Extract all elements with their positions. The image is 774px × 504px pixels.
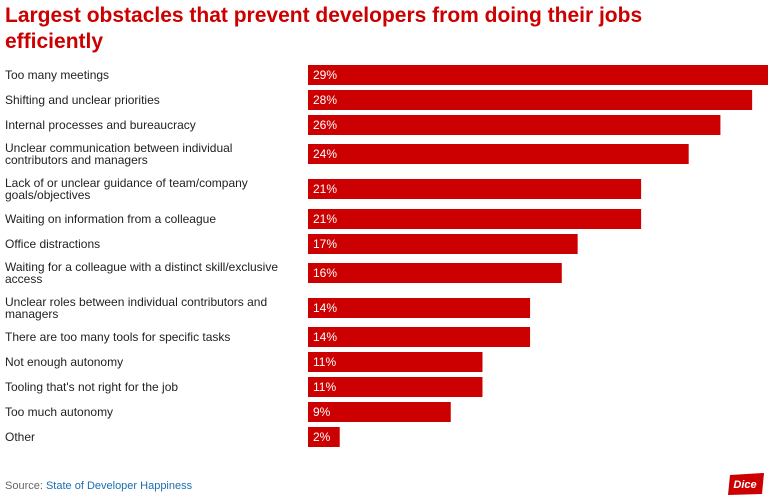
category-label: Shifting and unclear priorities: [5, 93, 160, 107]
value-label: 9%: [313, 405, 331, 419]
source-link[interactable]: State of Developer Happiness: [45, 480, 193, 492]
value-label: 2%: [313, 430, 331, 444]
category-label: Waiting on information from a colleague: [5, 212, 216, 226]
bar: [308, 402, 451, 422]
logo-text: Dice: [733, 479, 756, 491]
chart-title: Largest obstacles that prevent developer…: [5, 4, 643, 53]
category-label: Too much autonomy: [5, 405, 113, 419]
dice-logo[interactable]: Dice: [726, 472, 766, 496]
source-prefix: Source:: [5, 480, 46, 492]
category-label: Tooling that's not right for the job: [5, 380, 178, 394]
logo-shape: [728, 473, 764, 495]
bar: [308, 65, 768, 85]
value-label: 17%: [313, 237, 337, 251]
category-label: Not enough autonomy: [5, 355, 123, 369]
category-label: Waiting for a colleague with a distinct …: [5, 260, 278, 286]
value-label: 26%: [313, 118, 337, 132]
category-label: Office distractions: [5, 237, 100, 251]
category-label: Unclear roles between individual contrib…: [5, 295, 267, 321]
bar: [308, 352, 483, 372]
value-label: 21%: [313, 212, 337, 226]
value-label: 11%: [313, 380, 336, 394]
category-label: Internal processes and bureaucracy: [5, 118, 196, 132]
category-label: There are too many tools for specific ta…: [5, 330, 230, 344]
value-label: 16%: [313, 266, 337, 280]
category-label: Too many meetings: [5, 68, 109, 82]
value-label: 28%: [313, 93, 337, 107]
value-label: 14%: [313, 330, 337, 344]
bar: [308, 298, 531, 318]
bar: [308, 377, 483, 397]
bar: [308, 179, 642, 199]
value-label: 24%: [313, 147, 337, 161]
bar: [308, 263, 562, 283]
value-label: 21%: [313, 182, 337, 196]
category-label: Lack of or unclear guidance of team/comp…: [5, 176, 248, 202]
bar: [308, 209, 642, 229]
bar: [308, 115, 721, 135]
bar: [308, 90, 753, 110]
category-label: Other: [5, 430, 35, 444]
category-label: Unclear communication between individual…: [5, 141, 232, 167]
bar-chart: Too many meetings 29% Shifting and unclear…: [5, 65, 768, 447]
value-label: 29%: [313, 68, 337, 82]
bar: [308, 327, 531, 347]
value-label: 11%: [313, 355, 336, 369]
value-label: 14%: [313, 301, 337, 315]
bar: [308, 234, 578, 254]
bar: [308, 144, 689, 164]
source-line: Source: State of Developer Happiness: [5, 480, 192, 492]
bar: [308, 427, 340, 447]
